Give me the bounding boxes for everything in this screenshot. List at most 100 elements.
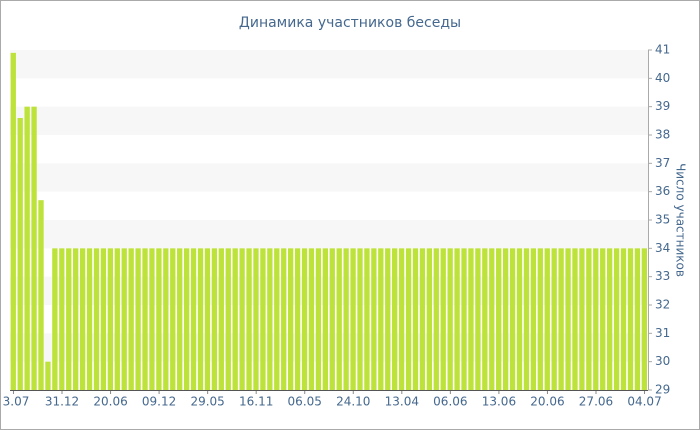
bar [509,248,516,390]
bar [17,118,23,390]
bar [267,248,273,390]
bar [322,248,328,390]
bar [246,248,252,390]
bar [565,248,571,390]
x-tick-label: 20.06 [530,395,564,409]
grid-band [10,106,648,135]
bar [572,248,578,390]
x-tick-label: 3.07 [3,395,30,409]
bar [204,248,211,390]
bar [405,248,412,390]
chart-title: Динамика участников беседы [239,15,461,31]
grid-band [10,163,648,192]
x-tick-label: 24.10 [336,395,370,409]
y-tick-label: 39 [655,99,670,113]
bar [239,248,245,390]
bar [287,248,294,390]
bar [232,248,238,390]
bar [315,248,322,390]
bar [156,248,162,390]
bar [211,248,218,390]
bar [558,248,564,390]
x-tick-label: 13.04 [385,395,419,409]
bar [523,248,530,390]
bar [329,248,335,390]
bar [24,106,30,391]
bar [142,248,148,390]
bar [100,248,107,390]
y-tick-label: 40 [655,71,670,85]
bar [551,248,557,390]
bar [183,248,190,390]
bar [260,248,266,390]
bar [218,248,224,390]
bar [308,248,315,390]
bar [606,248,613,390]
bar [502,248,509,390]
bar [177,248,183,390]
x-tick-label: 09.12 [142,395,176,409]
bar [530,248,537,390]
bar [135,248,141,390]
bar [426,248,433,390]
bar [634,248,641,390]
x-tick-label: 20.06 [93,395,127,409]
bar [79,248,86,390]
bar [475,248,481,390]
y-tick-label: 37 [655,156,670,170]
bar [385,248,391,390]
y-tick-label: 30 [655,354,670,368]
bar [66,248,72,390]
y-tick-label: 31 [655,326,670,340]
bar [121,248,127,390]
bar [482,248,488,390]
bar [378,248,384,390]
bar [461,248,467,390]
bar [613,248,620,390]
bar [371,248,377,390]
grid-band [10,220,648,249]
x-tick-label: 31.12 [45,395,79,409]
bar [586,248,592,390]
bar [496,248,502,390]
y-tick-label: 36 [655,184,670,198]
bar [52,248,58,390]
bar [593,248,599,390]
x-tick-label: 16.11 [239,395,273,409]
x-tick-label: 13.06 [482,395,516,409]
bar [45,361,51,390]
bar [225,248,231,390]
bar [107,248,114,390]
bar [149,248,155,390]
bar [336,248,342,390]
grid-band [10,50,648,79]
bar [412,248,419,390]
x-tick-label: 29.05 [190,395,224,409]
bar [641,248,647,390]
bar [10,52,16,390]
bar [468,248,474,390]
bar [364,248,370,390]
bar [38,200,44,390]
bar [454,248,460,390]
bar [627,248,634,390]
y-tick-label: 33 [655,269,670,283]
bar [544,248,550,390]
x-tick-label: 04.07 [627,395,661,409]
bar [447,248,453,390]
bar [489,248,495,390]
bar [281,248,287,390]
bar [392,248,398,390]
bar [73,248,79,390]
bar [190,248,197,390]
bar [114,248,120,390]
y-tick-label: 29 [655,383,670,397]
bar [600,248,606,390]
bar [253,248,259,390]
bar [294,248,301,390]
bar [579,248,585,390]
bar [398,248,405,390]
bar [86,248,93,390]
bar [128,248,134,390]
